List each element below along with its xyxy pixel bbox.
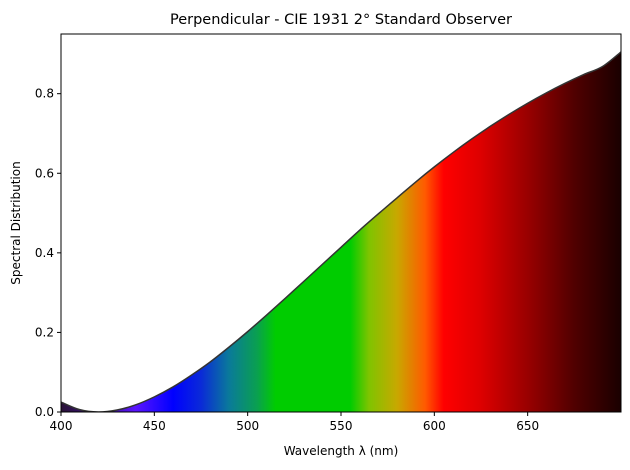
y-tick-label: 0.0 xyxy=(35,405,54,419)
x-tick-label: 650 xyxy=(516,419,539,433)
x-tick-label: 500 xyxy=(236,419,259,433)
x-tick-label: 450 xyxy=(143,419,166,433)
chart-title: Perpendicular - CIE 1931 2° Standard Obs… xyxy=(170,12,512,28)
x-tick-label: 400 xyxy=(50,419,73,433)
x-tick-label: 550 xyxy=(330,419,353,433)
y-axis-label: Spectral Distribution xyxy=(9,161,23,284)
x-tick-label: 600 xyxy=(423,419,446,433)
y-tick-label: 0.8 xyxy=(35,87,54,101)
y-tick-label: 0.2 xyxy=(35,325,54,339)
x-axis-label: Wavelength λ (nm) xyxy=(284,444,399,458)
spectrum-area xyxy=(61,51,621,412)
series-line xyxy=(61,51,621,412)
y-tick-label: 0.4 xyxy=(35,246,54,260)
y-tick-label: 0.6 xyxy=(35,166,54,180)
